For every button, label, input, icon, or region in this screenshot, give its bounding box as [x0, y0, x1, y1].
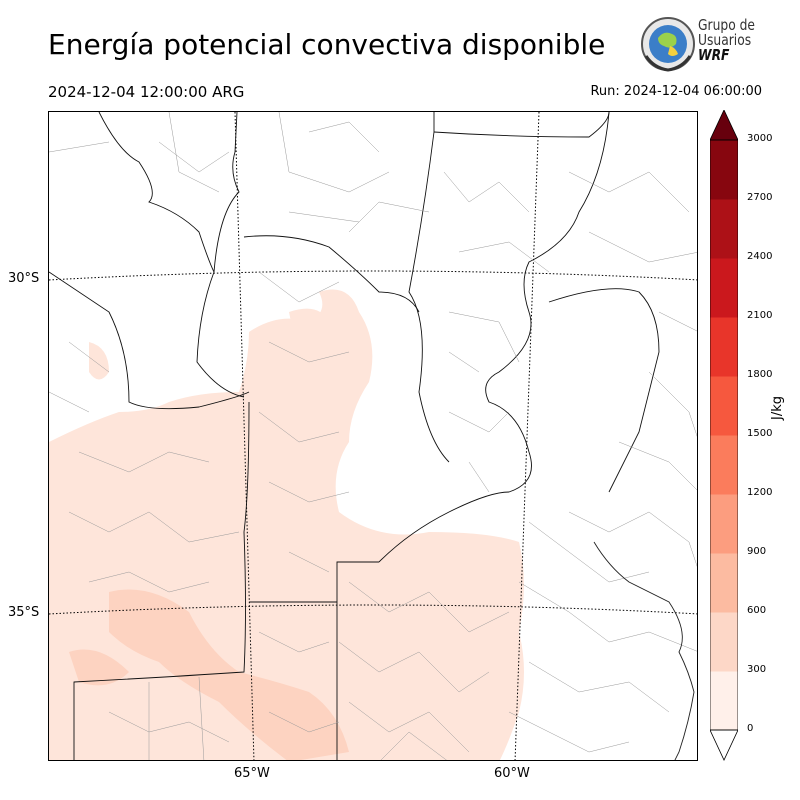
colorbar-segment — [710, 140, 738, 200]
colorbar-segment — [710, 317, 738, 377]
gruwrf-logo: Grupo de Usuarios WRF — [640, 16, 770, 72]
colorbar-tick-label: 900 — [747, 546, 767, 557]
lat-label-35s: 35°S — [8, 605, 40, 620]
logo-line-1: Grupo de — [698, 16, 756, 34]
colorbar-segments — [710, 140, 738, 731]
colorbar-tick-label: 1800 — [747, 369, 773, 380]
colorbar-tick-label: 1200 — [747, 487, 773, 498]
valid-time: 2024-12-04 12:00:00 ARG — [48, 83, 245, 101]
coastline — [593, 541, 695, 760]
colorbar-tick-label: 600 — [747, 605, 767, 616]
colorbar — [710, 110, 738, 761]
colorbar-segment — [710, 435, 738, 495]
colorbar-segment — [710, 494, 738, 554]
globe-logo-icon — [641, 17, 695, 72]
logo-line-2: Usuarios — [698, 31, 752, 49]
colorbar-tick-label: 300 — [747, 664, 767, 675]
map-canvas — [49, 112, 697, 760]
colorbar-min-extension — [710, 729, 738, 761]
department-boundaries — [49, 112, 697, 760]
cape-map — [48, 111, 698, 761]
province-boundaries — [49, 112, 660, 760]
page-title: Energía potencial convectiva disponible — [48, 28, 606, 61]
run-time: Run: 2024-12-04 06:00:00 — [590, 84, 762, 99]
colorbar-tick-label: 2700 — [747, 192, 773, 203]
colorbar-tick-label: 0 — [747, 723, 754, 734]
graticule — [49, 112, 697, 760]
colorbar-max-extension — [710, 110, 738, 141]
colorbar-tick-label: 2100 — [747, 310, 773, 321]
lat-label-30s: 30°S — [8, 271, 40, 286]
colorbar-segment — [710, 376, 738, 436]
colorbar-segment — [710, 258, 738, 318]
logo-line-3: WRF — [698, 46, 730, 64]
colorbar-unit: J/kg — [770, 396, 785, 420]
colorbar-tick-label: 3000 — [747, 133, 773, 144]
cape-shading-darker — [69, 589, 349, 760]
colorbar-segment — [710, 671, 738, 731]
colorbar-frame — [710, 139, 738, 731]
lon-label-65w: 65°W — [234, 766, 270, 781]
colorbar-segment — [710, 612, 738, 672]
colorbar-tick-label: 2400 — [747, 251, 773, 262]
colorbar-segment — [710, 553, 738, 613]
logo-text: Grupo de Usuarios WRF — [698, 18, 755, 63]
lon-label-60w: 60°W — [494, 766, 530, 781]
colorbar-tick-label: 1500 — [747, 428, 773, 439]
colorbar-segment — [710, 199, 738, 259]
